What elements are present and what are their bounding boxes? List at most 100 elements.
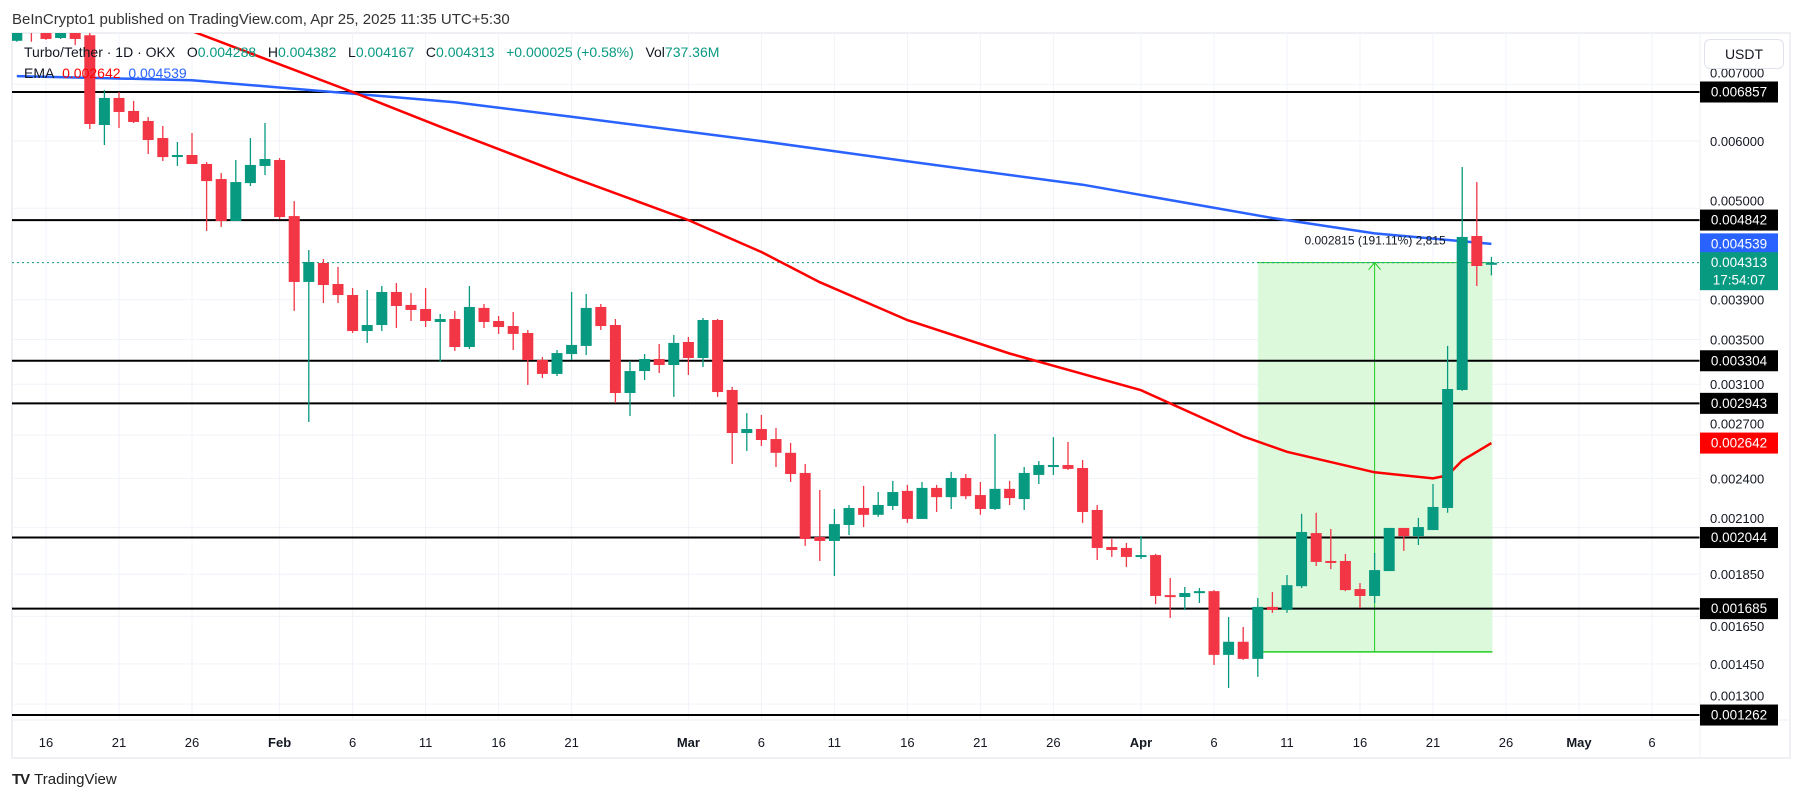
- candle: [945, 471, 957, 509]
- time-tick-label: Apr: [1130, 735, 1152, 750]
- measure-label: 0.002815 (191.11%) 2,815: [1304, 234, 1446, 248]
- ema-fast-line: [193, 33, 1493, 480]
- candle-body: [244, 164, 256, 184]
- price-tick-label: 0.003500: [1710, 333, 1764, 348]
- candle-body: [741, 428, 753, 434]
- candle: [420, 288, 432, 328]
- candle-body: [332, 284, 344, 296]
- price-axis[interactable]: 0.007000 0.006000 0.005000 0.003900 0.003500…: [1710, 66, 1764, 704]
- candle: [1164, 578, 1176, 618]
- low-label: L: [348, 44, 356, 60]
- candle: [142, 116, 154, 155]
- candle-body: [1106, 547, 1118, 550]
- candle: [843, 504, 855, 536]
- candle: [1091, 504, 1103, 560]
- time-tick-label: 21: [973, 735, 987, 750]
- candle-body: [463, 306, 475, 347]
- candle-body: [785, 452, 797, 475]
- candle-body: [1135, 555, 1147, 558]
- candle-body: [98, 97, 110, 126]
- candle: [478, 303, 490, 329]
- candle-body: [420, 308, 432, 321]
- candle-body: [55, 33, 67, 39]
- candle: [1485, 256, 1497, 276]
- measure-arrow-head-icon: [1368, 261, 1381, 270]
- price-tick-label: 0.007000: [1710, 66, 1764, 81]
- candle: [157, 126, 169, 161]
- candle-body: [1004, 488, 1016, 499]
- candle-body: [566, 344, 578, 355]
- price-tick-label: 0.002100: [1710, 511, 1764, 526]
- time-tick-label: Mar: [677, 735, 700, 750]
- candle-body: [1164, 595, 1176, 598]
- candle-body: [522, 332, 534, 360]
- level-price-label: 0.003304: [1711, 353, 1768, 368]
- last-price-label-box: [1700, 252, 1778, 291]
- candle-body: [682, 341, 694, 358]
- price-tick-label: 0.006000: [1710, 134, 1764, 149]
- tradingview-logo[interactable]: TV TradingView: [12, 771, 117, 788]
- ema-label: EMA: [24, 65, 55, 81]
- candle: [201, 162, 213, 232]
- candle-body: [40, 33, 52, 39]
- candle: [1427, 483, 1439, 531]
- candle: [317, 259, 329, 304]
- candle-body: [858, 507, 870, 515]
- currency-button[interactable]: USDT: [1704, 39, 1784, 69]
- candle: [1193, 588, 1205, 603]
- candle-body: [201, 163, 213, 182]
- candle-body: [668, 342, 680, 366]
- price-tick-label: 0.001300: [1710, 689, 1764, 704]
- ema-legend[interactable]: EMA 0.002642 0.004539: [24, 65, 187, 81]
- candle: [171, 142, 183, 166]
- candle-body: [1062, 465, 1074, 469]
- candle-body: [1047, 465, 1059, 468]
- candle: [69, 33, 81, 46]
- candle: [799, 463, 811, 546]
- candle: [113, 92, 125, 129]
- time-tick-label: 11: [419, 735, 433, 750]
- candle: [1398, 527, 1410, 551]
- candle: [1339, 553, 1351, 592]
- candle: [390, 283, 402, 329]
- candle: [1223, 617, 1235, 689]
- candle: [1325, 528, 1337, 570]
- candle-body: [1369, 570, 1381, 596]
- candle-body: [872, 504, 884, 515]
- tradingview-logo-text: TradingView: [34, 771, 117, 788]
- candle: [274, 158, 286, 220]
- candle-body: [376, 291, 388, 326]
- candle: [1004, 480, 1016, 505]
- symbol-title[interactable]: Turbo/Tether · 1D · OKX: [24, 44, 176, 60]
- ema-slow-value: 0.004539: [128, 65, 187, 81]
- candle-body: [1412, 527, 1424, 537]
- time-tick-label: 6: [1210, 735, 1217, 750]
- candle: [785, 442, 797, 482]
- candle: [639, 354, 651, 380]
- time-tick-label: 6: [758, 735, 765, 750]
- candle: [931, 484, 943, 512]
- candle-body: [1398, 527, 1410, 537]
- candle: [303, 249, 315, 422]
- candle: [1310, 512, 1322, 566]
- candle: [288, 201, 300, 311]
- change-value: +0.000025 (+0.58%): [506, 44, 634, 60]
- candle: [755, 415, 767, 447]
- candle: [697, 318, 709, 367]
- time-axis[interactable]: 16 21 26 Feb 6 11 16 21 Mar 6 11 16 21 26 Apr 6 11 16 21 26…: [39, 735, 1656, 750]
- candle-body: [843, 507, 855, 525]
- candle-body: [887, 492, 899, 506]
- candle-body: [1427, 506, 1439, 531]
- candle: [40, 33, 52, 40]
- candle-body: [945, 477, 957, 498]
- price-tick-label: 0.002400: [1710, 471, 1764, 486]
- candle: [128, 100, 140, 124]
- candle: [1296, 513, 1308, 589]
- candle-body: [931, 487, 943, 498]
- candle: [566, 291, 578, 360]
- candle-body: [303, 261, 315, 282]
- candle: [989, 433, 1001, 510]
- candle: [580, 294, 592, 356]
- candle: [332, 266, 344, 304]
